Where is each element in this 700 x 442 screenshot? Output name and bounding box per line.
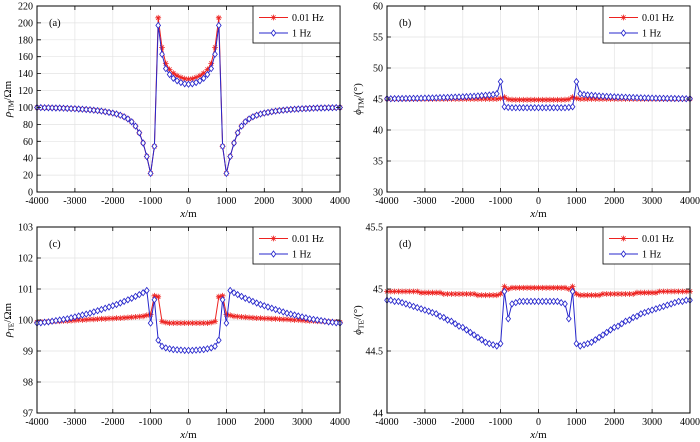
- legend-entry-label: 0.01 Hz: [642, 234, 674, 245]
- x-tick-label: 0: [186, 417, 191, 428]
- x-tick-label: -1000: [489, 196, 512, 207]
- x-tick-label: -3000: [413, 196, 436, 207]
- y-tick-label: 45: [373, 285, 383, 296]
- y-tick-label: 45: [373, 95, 383, 106]
- y-axis-label: ρTM/Ωm: [2, 80, 16, 118]
- legend-box: [602, 226, 691, 265]
- legend-entry-label: 0.01 Hz: [292, 234, 324, 245]
- y-tick-label: 60: [373, 2, 383, 13]
- x-tick-label: -2000: [451, 417, 474, 428]
- y-tick-label: 220: [18, 2, 33, 13]
- legend-entry-label: 1 Hz: [642, 29, 662, 40]
- x-tick-label: 1000: [216, 196, 236, 207]
- y-tick-label: 180: [18, 35, 33, 46]
- x-tick-label: -4000: [25, 196, 48, 207]
- x-tick-label: 3000: [292, 417, 312, 428]
- y-tick-label: 45.5: [366, 223, 384, 234]
- panel-label: (c): [49, 239, 61, 250]
- x-tick-label: -3000: [413, 417, 436, 428]
- x-tick-label: 3000: [642, 196, 662, 207]
- panel-a-rho-tm: -4000 -3000 -2000 -1000 0 1000 2000 3000 4000 0 20…: [0, 0, 350, 221]
- panel-b-chart: -4000 -3000 -2000 -1000 0 1000 2000 3000 4000 30 3…: [350, 0, 700, 221]
- legend-entry-label: 1 Hz: [642, 250, 662, 261]
- x-tick-label: -4000: [25, 417, 48, 428]
- y-tick-label: 44: [373, 409, 383, 420]
- y-tick-label: 120: [18, 86, 33, 97]
- panel-label: (b): [399, 18, 412, 29]
- x-tick-label: 0: [536, 196, 541, 207]
- panel-d-phi-te: -4000 -3000 -2000 -1000 0 1000 2000 3000 4000 44 4…: [350, 221, 700, 442]
- x-tick-label: -2000: [101, 417, 124, 428]
- y-axis-label: ρTE/Ωm: [2, 302, 16, 338]
- y-tick-label: 103: [18, 223, 33, 234]
- legend-box: [602, 5, 691, 44]
- y-tick-label: 140: [18, 69, 33, 80]
- x-tick-label: -1000: [139, 417, 162, 428]
- y-tick-label: 44.5: [366, 347, 384, 358]
- x-tick-label: 2000: [604, 417, 624, 428]
- x-tick-label: 2000: [254, 196, 274, 207]
- panel-c-chart: -4000 -3000 -2000 -1000 0 1000 2000 3000 4000 97 9…: [0, 221, 350, 442]
- x-tick-label: 4000: [330, 196, 350, 207]
- y-tick-label: 20: [23, 171, 33, 182]
- x-axis-label: x/m: [179, 429, 197, 441]
- panel-a-chart: -4000 -3000 -2000 -1000 0 1000 2000 3000 4000 0 20…: [0, 0, 350, 221]
- y-tick-label: 60: [23, 137, 33, 148]
- y-tick-label: 40: [373, 126, 383, 137]
- y-tick-label: 30: [373, 188, 383, 199]
- y-axis-label: ϕTE/(°): [352, 305, 366, 335]
- panel-d-chart: -4000 -3000 -2000 -1000 0 1000 2000 3000 4000 44 4…: [350, 221, 700, 442]
- x-tick-label: 2000: [604, 196, 624, 207]
- x-tick-label: 4000: [680, 417, 700, 428]
- x-tick-label: 2000: [254, 417, 274, 428]
- y-tick-label: 98: [23, 378, 33, 389]
- y-tick-label: 160: [18, 52, 33, 63]
- x-axis-label: x/m: [529, 208, 547, 220]
- y-tick-label: 100: [18, 103, 33, 114]
- y-tick-label: 0: [28, 188, 33, 199]
- x-tick-label: -2000: [451, 196, 474, 207]
- y-tick-label: 100: [18, 316, 33, 327]
- y-tick-label: 102: [18, 254, 33, 265]
- x-axis-label: x/m: [529, 429, 547, 441]
- y-tick-label: 99: [23, 347, 33, 358]
- x-tick-label: -3000: [63, 417, 86, 428]
- x-axis-label: x/m: [179, 208, 197, 220]
- x-tick-label: -1000: [139, 196, 162, 207]
- legend-entry-label: 0.01 Hz: [292, 13, 324, 24]
- y-tick-label: 50: [373, 64, 383, 75]
- y-tick-label: 55: [373, 33, 383, 44]
- panel-c-rho-te: -4000 -3000 -2000 -1000 0 1000 2000 3000 4000 97 9…: [0, 221, 350, 442]
- x-tick-label: -4000: [375, 196, 398, 207]
- panel-label: (d): [399, 239, 412, 250]
- legend-entry-label: 0.01 Hz: [642, 13, 674, 24]
- x-tick-label: 1000: [216, 417, 236, 428]
- x-tick-label: -3000: [63, 196, 86, 207]
- legend-entry-label: 1 Hz: [292, 250, 312, 261]
- y-tick-label: 80: [23, 120, 33, 131]
- panel-b-phi-tm: -4000 -3000 -2000 -1000 0 1000 2000 3000 4000 30 3…: [350, 0, 700, 221]
- x-tick-label: 0: [186, 196, 191, 207]
- y-tick-label: 40: [23, 154, 33, 165]
- y-tick-label: 35: [373, 157, 383, 168]
- x-tick-label: 1000: [566, 196, 586, 207]
- x-tick-label: 0: [536, 417, 541, 428]
- x-tick-label: 3000: [642, 417, 662, 428]
- x-tick-label: 1000: [566, 417, 586, 428]
- x-tick-label: 4000: [680, 196, 700, 207]
- x-tick-label: -4000: [375, 417, 398, 428]
- x-tick-label: 4000: [330, 417, 350, 428]
- y-tick-label: 200: [18, 18, 33, 29]
- legend-box: [252, 5, 341, 44]
- x-tick-label: -1000: [489, 417, 512, 428]
- y-tick-label: 101: [18, 285, 33, 296]
- x-tick-label: 3000: [292, 196, 312, 207]
- y-tick-label: 97: [23, 409, 33, 420]
- legend-entry-label: 1 Hz: [292, 29, 312, 40]
- panel-label: (a): [49, 18, 61, 29]
- y-axis-label: ϕTM/(°): [352, 83, 366, 115]
- x-tick-label: -2000: [101, 196, 124, 207]
- legend-box: [252, 226, 341, 265]
